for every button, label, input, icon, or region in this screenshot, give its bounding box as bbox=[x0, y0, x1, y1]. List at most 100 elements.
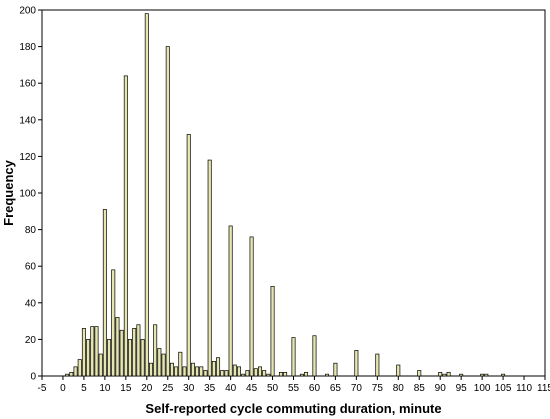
bar-10 bbox=[102, 209, 107, 377]
y-tick-label: 100 bbox=[19, 189, 36, 200]
bar-95 bbox=[459, 373, 464, 377]
x-tick-label: 100 bbox=[474, 383, 491, 394]
bar-25 bbox=[165, 46, 170, 377]
bar-2 bbox=[69, 371, 74, 377]
bar-44 bbox=[245, 370, 250, 377]
bar-35 bbox=[207, 159, 212, 377]
bar-65 bbox=[333, 362, 338, 377]
bar-60 bbox=[312, 335, 317, 377]
x-tick-label: 75 bbox=[372, 383, 384, 394]
bar-85 bbox=[417, 370, 422, 377]
bar-45 bbox=[249, 236, 254, 377]
bar-46 bbox=[253, 368, 258, 377]
bar-28 bbox=[178, 351, 183, 377]
x-tick-label: 95 bbox=[456, 383, 468, 394]
x-tick-label: 50 bbox=[267, 383, 279, 394]
bar-75 bbox=[375, 353, 380, 377]
bar-37 bbox=[216, 357, 221, 377]
x-tick-label: 110 bbox=[516, 383, 532, 394]
x-ticks-layer: -5 0 5 10 15 20 25 30 35 40 45 50 55 60 65 70 75 80 85 90 95… bbox=[38, 376, 550, 394]
bar-57 bbox=[299, 373, 304, 377]
bar-41 bbox=[232, 364, 237, 377]
y-tick-label: 180 bbox=[19, 42, 36, 53]
bar-21 bbox=[149, 362, 153, 377]
y-tick-label: 60 bbox=[25, 262, 37, 273]
x-tick-label: 105 bbox=[495, 383, 512, 394]
bar-16 bbox=[128, 339, 133, 377]
x-tick-label: 10 bbox=[99, 383, 111, 394]
y-tick-label: 160 bbox=[19, 79, 36, 90]
bar-19 bbox=[140, 339, 145, 377]
bar-14 bbox=[119, 329, 124, 377]
bar-22 bbox=[153, 324, 158, 377]
bar-92 bbox=[446, 371, 451, 377]
bar-11 bbox=[107, 339, 112, 377]
bar-13 bbox=[115, 317, 120, 377]
x-axis-title: Self-reported cycle commuting duration, … bbox=[145, 401, 441, 416]
bar-38 bbox=[220, 370, 225, 377]
bar-9 bbox=[98, 353, 103, 377]
bar-23 bbox=[157, 348, 162, 377]
bar-6 bbox=[86, 339, 91, 377]
x-tick-label: 40 bbox=[225, 383, 237, 394]
bar-50 bbox=[270, 285, 275, 377]
y-tick-label: 40 bbox=[25, 298, 37, 309]
bar-18 bbox=[136, 324, 141, 377]
bar-90 bbox=[438, 371, 443, 377]
x-tick-label: 5 bbox=[81, 383, 87, 394]
y-tick-label: 120 bbox=[19, 152, 36, 163]
bar-39 bbox=[224, 370, 229, 377]
bar-55 bbox=[291, 337, 296, 377]
bar-8 bbox=[94, 326, 99, 377]
bar-3 bbox=[73, 366, 78, 377]
bar-101 bbox=[484, 373, 489, 377]
bar-27 bbox=[174, 366, 179, 377]
x-tick-label: 55 bbox=[288, 383, 300, 394]
x-tick-label: 20 bbox=[141, 383, 153, 394]
bar-31 bbox=[190, 362, 195, 377]
bar-48 bbox=[262, 370, 267, 377]
x-tick-label: 80 bbox=[393, 383, 405, 394]
bar-7 bbox=[90, 326, 95, 377]
y-tick-label: 140 bbox=[19, 115, 36, 126]
x-tick-label: 30 bbox=[183, 383, 195, 394]
y-tick-label: 200 bbox=[19, 6, 36, 17]
x-tick-label: 25 bbox=[162, 383, 174, 394]
bar-30 bbox=[186, 134, 191, 377]
bar-33 bbox=[199, 366, 204, 377]
bar-105 bbox=[501, 373, 506, 377]
bar-12 bbox=[111, 269, 116, 377]
x-tick-label: 70 bbox=[351, 383, 363, 394]
x-tick-label: 85 bbox=[414, 383, 426, 394]
bar-49 bbox=[266, 373, 271, 377]
bar-20 bbox=[144, 13, 149, 377]
bar-15 bbox=[123, 75, 128, 377]
x-tick-label: -5 bbox=[38, 383, 47, 394]
bar-52 bbox=[278, 371, 283, 377]
bar-29 bbox=[182, 366, 187, 377]
x-tick-label: 115 bbox=[537, 383, 550, 394]
bar-40 bbox=[228, 225, 233, 377]
y-ticks-layer: 0 20 40 60 80 100 120 140 160 180 200 bbox=[19, 6, 42, 383]
bar-91 bbox=[442, 373, 447, 377]
bar-80 bbox=[396, 364, 401, 377]
y-tick-label: 80 bbox=[25, 225, 37, 236]
x-tick-label: 15 bbox=[120, 383, 132, 394]
bar-100 bbox=[480, 373, 485, 377]
x-tick-label: 65 bbox=[330, 383, 342, 394]
bar-36 bbox=[211, 361, 216, 377]
x-tick-label: 35 bbox=[204, 383, 216, 394]
bar-24 bbox=[161, 353, 166, 377]
bar-53 bbox=[283, 371, 288, 377]
x-tick-label: 60 bbox=[309, 383, 321, 394]
bar-70 bbox=[354, 350, 359, 377]
x-tick-label: 90 bbox=[435, 383, 447, 394]
bar-5 bbox=[81, 328, 86, 377]
bar-58 bbox=[304, 371, 309, 377]
y-tick-label: 0 bbox=[30, 372, 36, 383]
y-axis-title: Frequency bbox=[1, 159, 16, 226]
bar-1 bbox=[65, 373, 70, 377]
x-tick-label: 0 bbox=[60, 383, 66, 394]
